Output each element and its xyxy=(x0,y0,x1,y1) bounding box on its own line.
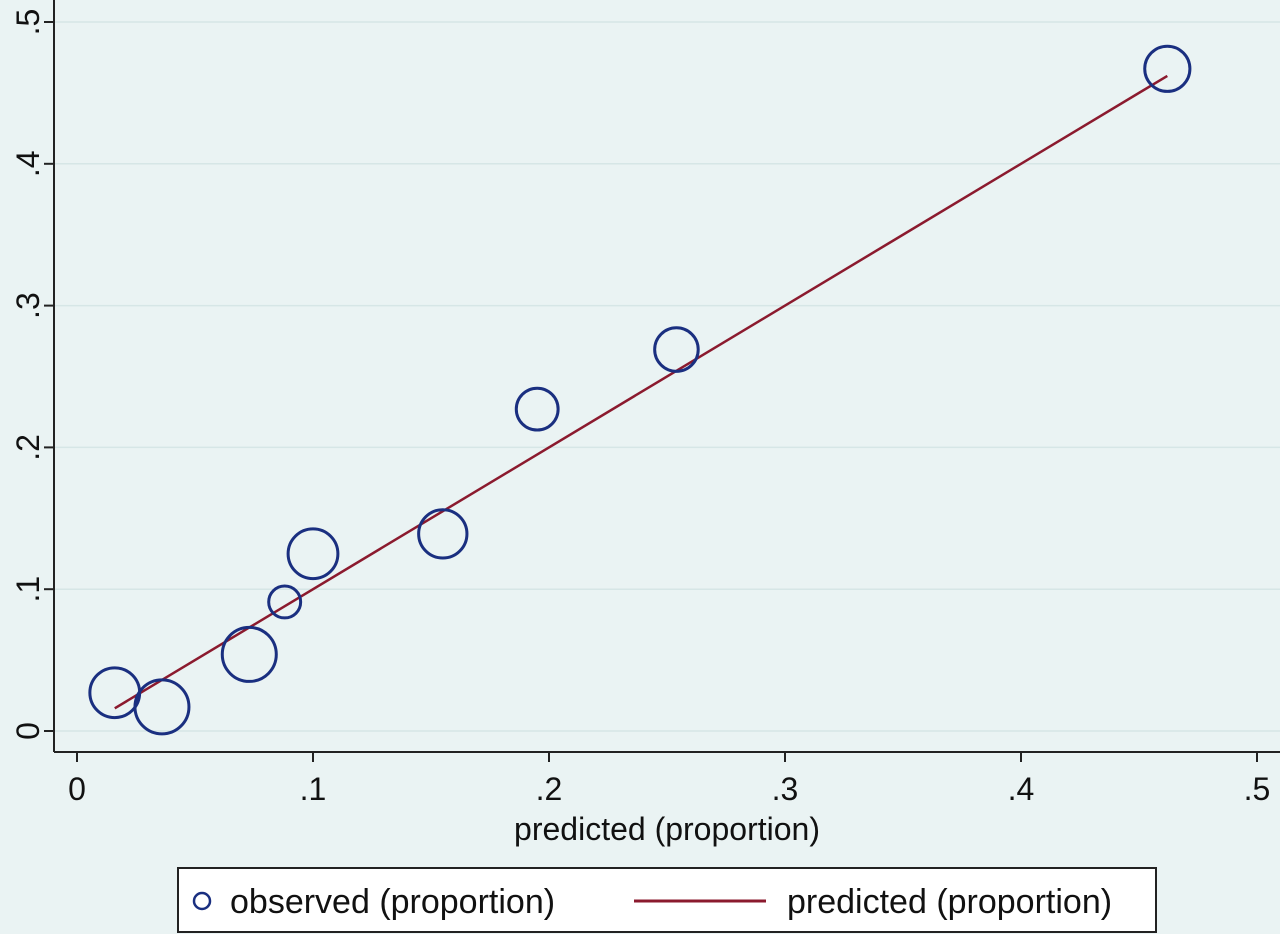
y-axis-ticks: 0 .1 .2 .3 .4 .5 xyxy=(10,9,54,740)
y-tick-label: .4 xyxy=(10,150,46,177)
y-tick-label: .1 xyxy=(10,576,46,603)
predicted-line-series xyxy=(114,74,1168,710)
x-axis-ticks: 0 .1 .2 .3 .4 .5 xyxy=(68,752,1270,807)
observed-point xyxy=(286,527,340,581)
y-tick-label: .2 xyxy=(10,434,46,461)
legend-label-predicted: predicted (proportion) xyxy=(787,883,1112,921)
observed-points-series xyxy=(88,44,1192,736)
y-tick-label: .3 xyxy=(10,292,46,319)
observed-point xyxy=(417,508,469,560)
gridlines xyxy=(54,21,1280,732)
x-tick-label: .5 xyxy=(1244,771,1271,807)
observed-point xyxy=(267,584,303,620)
y-tick-label: .5 xyxy=(10,9,46,36)
y-tick-label: 0 xyxy=(10,722,46,740)
x-tick-label: 0 xyxy=(68,771,86,807)
x-tick-label: .1 xyxy=(300,771,327,807)
x-tick-label: .2 xyxy=(536,771,563,807)
x-tick-label: .4 xyxy=(1008,771,1035,807)
legend: observed (proportion) predicted (proport… xyxy=(177,867,1157,933)
legend-marker-observed xyxy=(192,891,212,911)
x-tick-label: .3 xyxy=(772,771,799,807)
observed-point xyxy=(1143,44,1192,93)
observed-point xyxy=(220,625,278,683)
observed-point xyxy=(653,326,700,373)
observed-point xyxy=(514,386,560,432)
x-axis-title: predicted (proportion) xyxy=(514,811,820,847)
legend-label-observed: observed (proportion) xyxy=(230,883,555,921)
observed-point xyxy=(133,678,191,736)
predicted-line xyxy=(114,74,1168,710)
